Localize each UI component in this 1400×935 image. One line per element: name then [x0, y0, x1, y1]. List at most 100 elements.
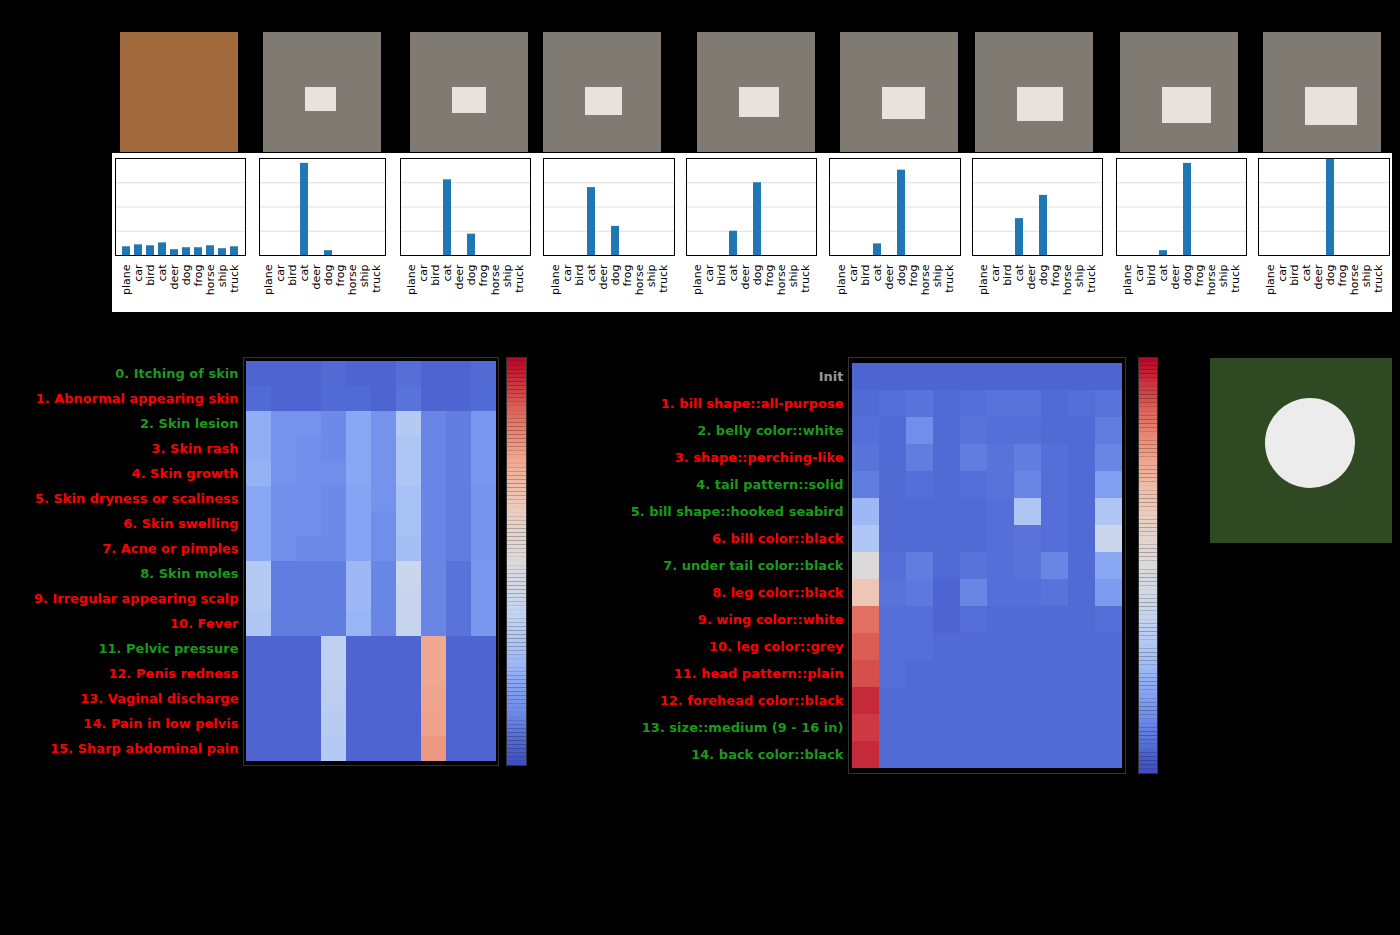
svg-text:deer: deer — [168, 264, 181, 290]
svg-text:deer: deer — [597, 264, 610, 290]
svg-text:car: car — [989, 264, 1002, 282]
svg-text:5. bill shape::hooked seabird: 5. bill shape::hooked seabird — [631, 504, 844, 519]
svg-text:14. back color::black: 14. back color::black — [691, 747, 844, 762]
svg-text:cat: cat — [298, 264, 311, 282]
svg-text:plane: plane — [120, 264, 133, 295]
svg-text:ship: ship — [501, 264, 514, 288]
svg-text:frog: frog — [477, 264, 490, 287]
svg-text:7. under tail color::black: 7. under tail color::black — [663, 558, 844, 573]
svg-text:truck: truck — [657, 264, 670, 293]
svg-text:horse: horse — [204, 264, 217, 296]
svg-text:car: car — [561, 264, 574, 282]
svg-text:cat: cat — [585, 264, 598, 282]
svg-text:3. shape::perching-like: 3. shape::perching-like — [675, 450, 844, 465]
svg-text:deer: deer — [739, 264, 752, 290]
svg-text:2. Skin lesion: 2. Skin lesion — [140, 416, 238, 431]
svg-text:deer: deer — [883, 264, 896, 290]
svg-text:cat: cat — [871, 264, 884, 282]
svg-text:11. head pattern::plain: 11. head pattern::plain — [674, 666, 844, 681]
svg-text:deer: deer — [453, 264, 466, 290]
svg-text:12. forehead color::black: 12. forehead color::black — [660, 693, 844, 708]
svg-text:deer: deer — [1025, 264, 1038, 290]
svg-text:dog: dog — [322, 264, 335, 286]
svg-text:truck: truck — [513, 264, 526, 293]
svg-text:dog: dog — [1037, 264, 1050, 286]
svg-text:bird: bird — [1001, 264, 1014, 286]
svg-text:Init: Init — [819, 369, 844, 384]
svg-text:6. Skin swelling: 6. Skin swelling — [123, 516, 238, 531]
svg-text:ship: ship — [787, 264, 800, 288]
svg-text:horse: horse — [346, 264, 359, 296]
svg-text:horse: horse — [919, 264, 932, 296]
svg-text:frog: frog — [763, 264, 776, 287]
svg-text:bird: bird — [715, 264, 728, 286]
svg-text:0. Itching of skin: 0. Itching of skin — [115, 366, 238, 381]
svg-text:truck: truck — [228, 264, 241, 293]
svg-text:truck: truck — [943, 264, 956, 293]
svg-text:dog: dog — [751, 264, 764, 286]
svg-text:dog: dog — [180, 264, 193, 286]
svg-text:4. Skin growth: 4. Skin growth — [132, 466, 239, 481]
svg-text:cat: cat — [727, 264, 740, 282]
svg-text:11. Pelvic pressure: 11. Pelvic pressure — [98, 641, 238, 656]
svg-text:ship: ship — [645, 264, 658, 288]
svg-text:horse: horse — [633, 264, 646, 296]
svg-text:cat: cat — [441, 264, 454, 282]
svg-text:truck: truck — [799, 264, 812, 293]
svg-text:9. wing color::white: 9. wing color::white — [698, 612, 844, 627]
svg-text:5. Skin dryness or scaliness: 5. Skin dryness or scaliness — [35, 491, 239, 506]
svg-text:ship: ship — [358, 264, 371, 288]
svg-text:horse: horse — [489, 264, 502, 296]
svg-text:10. Fever: 10. Fever — [170, 616, 239, 631]
svg-text:plane: plane — [835, 264, 848, 295]
svg-text:car: car — [274, 264, 287, 282]
svg-text:13. Vaginal discharge: 13. Vaginal discharge — [80, 691, 238, 706]
svg-text:horse: horse — [775, 264, 788, 296]
svg-text:plane: plane — [405, 264, 418, 295]
svg-text:plane: plane — [691, 264, 704, 295]
svg-text:8. Skin moles: 8. Skin moles — [140, 566, 239, 581]
svg-text:car: car — [417, 264, 430, 282]
svg-text:truck: truck — [1229, 264, 1242, 293]
svg-text:car: car — [847, 264, 860, 282]
svg-text:dog: dog — [895, 264, 908, 286]
svg-text:9. Irregular appearing scalp: 9. Irregular appearing scalp — [34, 591, 239, 606]
svg-text:frog: frog — [334, 264, 347, 287]
svg-text:bird: bird — [286, 264, 299, 286]
svg-text:7. Acne or pimples: 7. Acne or pimples — [102, 541, 239, 556]
svg-text:dog: dog — [465, 264, 478, 286]
svg-text:bird: bird — [429, 264, 442, 286]
svg-text:8. leg color::black: 8. leg color::black — [712, 585, 844, 600]
svg-text:truck: truck — [1085, 264, 1098, 293]
svg-text:frog: frog — [907, 264, 920, 287]
svg-text:3. Skin rash: 3. Skin rash — [152, 441, 239, 456]
svg-text:plane: plane — [549, 264, 562, 295]
svg-text:14. Pain in low pelvis: 14. Pain in low pelvis — [83, 716, 238, 731]
svg-text:10. leg color::grey: 10. leg color::grey — [709, 639, 844, 654]
svg-text:bird: bird — [573, 264, 586, 286]
svg-text:1. Abnormal appearing skin: 1. Abnormal appearing skin — [36, 391, 239, 406]
svg-text:cat: cat — [1013, 264, 1026, 282]
svg-text:12. Penis redness: 12. Penis redness — [109, 666, 239, 681]
svg-text:truck: truck — [370, 264, 383, 293]
svg-text:car: car — [132, 264, 145, 282]
svg-text:frog: frog — [621, 264, 634, 287]
svg-text:car: car — [703, 264, 716, 282]
svg-text:2. belly color::white: 2. belly color::white — [697, 423, 843, 438]
svg-text:ship: ship — [931, 264, 944, 288]
svg-text:deer: deer — [310, 264, 323, 290]
svg-text:1. bill shape::all-purpose: 1. bill shape::all-purpose — [661, 396, 844, 411]
svg-text:bird: bird — [144, 264, 157, 286]
svg-text:plane: plane — [262, 264, 275, 295]
svg-text:frog: frog — [192, 264, 205, 287]
svg-text:dog: dog — [609, 264, 622, 286]
svg-text:6. bill color::black: 6. bill color::black — [712, 531, 844, 546]
svg-text:ship: ship — [216, 264, 229, 288]
svg-text:bird: bird — [859, 264, 872, 286]
svg-text:truck: truck — [1372, 264, 1385, 293]
svg-text:cat: cat — [156, 264, 169, 282]
svg-text:15. Sharp abdominal pain: 15. Sharp abdominal pain — [50, 741, 238, 756]
svg-text:13. size::medium (9 - 16 in): 13. size::medium (9 - 16 in) — [642, 720, 844, 735]
svg-text:plane: plane — [977, 264, 990, 295]
svg-text:4. tail pattern::solid: 4. tail pattern::solid — [696, 477, 843, 492]
